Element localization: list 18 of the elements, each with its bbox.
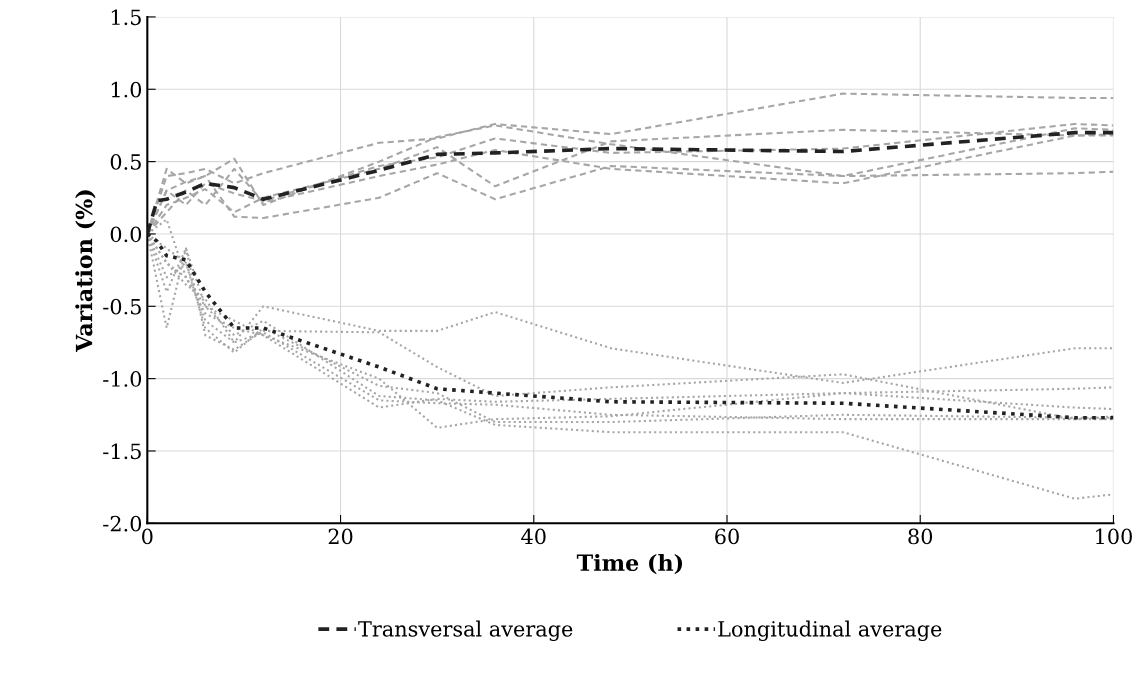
x-tick-label: 100 — [1096, 528, 1132, 545]
x-axis-title: Time (h) — [576, 553, 683, 575]
x-tick-label: 40 — [521, 528, 546, 545]
y-tick-label: 0.0 — [110, 226, 142, 243]
y-tick-label: 0.5 — [110, 154, 141, 170]
y-tick-label: -0.5 — [103, 298, 141, 315]
x-tick-label: 80 — [908, 528, 933, 545]
y-tick-label: 1.0 — [111, 81, 142, 98]
y-axis-title: Variation (%) — [75, 190, 96, 353]
y-tick-label: -2.0 — [103, 515, 142, 532]
legend-label: Transversal average — [358, 620, 573, 642]
y-tick-label: -1.5 — [103, 443, 141, 460]
y-tick-label: -1.0 — [103, 371, 142, 387]
x-tick-label: 0 — [142, 528, 153, 545]
y-tick-label: 1.5 — [111, 9, 141, 26]
x-tick-label: 20 — [328, 528, 353, 545]
legend-label: Longitudinal average — [718, 620, 942, 642]
x-tick-label: 60 — [715, 528, 739, 545]
